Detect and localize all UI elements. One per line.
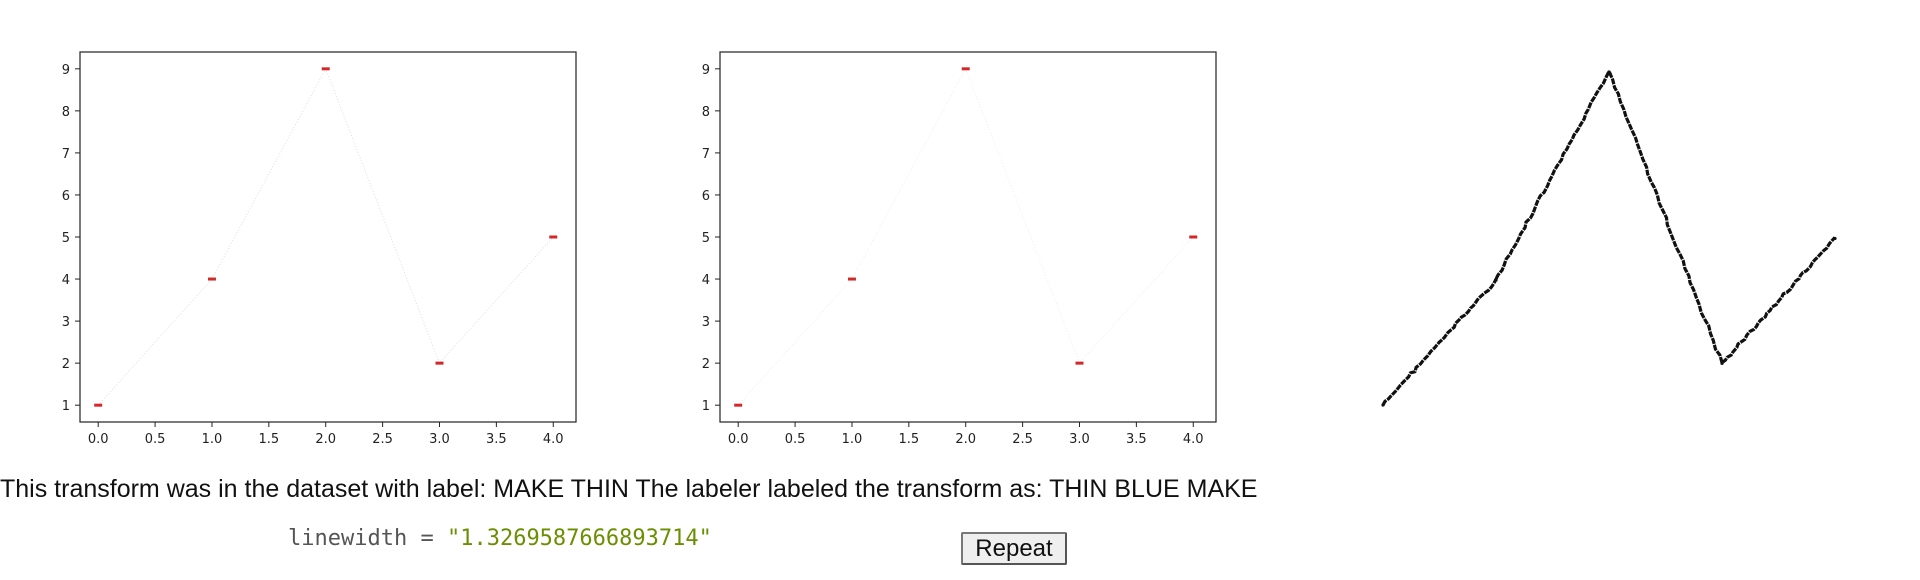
x-tick-label: 1.0 <box>842 432 863 447</box>
sketch-vertex <box>1607 70 1611 74</box>
chart-sketch <box>1381 70 1837 407</box>
x-tick-label: 3.0 <box>429 432 450 447</box>
x-tick-label: 1.5 <box>899 432 920 447</box>
x-tick-label: 2.0 <box>955 432 976 447</box>
y-tick-label: 4 <box>702 273 710 288</box>
chart-middle: 0.0 0.5 1.0 1.5 2.0 2.5 3.0 3.5 4.0 1 2 3 4 5 6 7 8 9 <box>702 51 1217 447</box>
x-tick-label: 0.0 <box>88 432 109 447</box>
x-tick-label: 4.0 <box>543 432 564 447</box>
sketch-vertex <box>1720 361 1724 365</box>
y-tick-label: 8 <box>702 105 710 120</box>
chart-left: 0.0 0.5 1.0 1.5 2.0 2.5 3.0 3.5 4.0 1 2 3 4 5 6 7 8 9 <box>62 51 577 447</box>
y-tick-label: 1 <box>702 399 710 414</box>
x-tick-label: 2.0 <box>315 432 336 447</box>
y-tick-label: 2 <box>62 357 70 372</box>
parameter-key: linewidth <box>288 526 408 551</box>
x-tick-label: 0.5 <box>145 432 166 447</box>
x-tick-label: 3.0 <box>1069 432 1090 447</box>
y-tick-label: 4 <box>62 273 70 288</box>
y-tick-label: 2 <box>702 357 710 372</box>
transform-caption: This transform was in the dataset with l… <box>0 475 1258 503</box>
x-tick-label: 2.5 <box>1012 432 1033 447</box>
x-tick-label: 1.5 <box>259 432 280 447</box>
x-tick-label: 3.5 <box>1126 432 1147 447</box>
x-tick-label: 2.5 <box>372 432 393 447</box>
x-tick-label: 0.0 <box>728 432 749 447</box>
y-tick-label: 7 <box>702 147 710 162</box>
parameter-value: "1.3269587666893714" <box>446 526 712 551</box>
y-tick-label: 9 <box>702 63 710 78</box>
sketch-line <box>1381 70 1837 406</box>
sketch-vertex <box>1381 403 1385 407</box>
y-tick-label: 5 <box>702 231 710 246</box>
sketch-vertex <box>1833 236 1837 241</box>
y-tick-label: 9 <box>62 63 70 78</box>
y-tick-label: 6 <box>62 189 70 204</box>
x-tick-label: 4.0 <box>1183 432 1204 447</box>
y-tick-label: 7 <box>62 147 70 162</box>
y-tick-label: 6 <box>702 189 710 204</box>
y-tick-label: 5 <box>62 231 70 246</box>
axes-frame <box>719 51 1217 423</box>
series-line <box>737 67 1194 406</box>
series-line <box>97 67 554 406</box>
x-tick-label: 3.5 <box>486 432 507 447</box>
x-tick-label: 1.0 <box>202 432 223 447</box>
y-tick-label: 1 <box>62 399 70 414</box>
parameter-line: linewidth = "1.3269587666893714" <box>288 526 712 551</box>
repeat-button[interactable]: Repeat <box>961 532 1067 565</box>
axes-frame <box>79 51 577 423</box>
y-tick-label: 3 <box>62 315 70 330</box>
sketch-vertex <box>1494 278 1498 282</box>
y-tick-label: 8 <box>62 105 70 120</box>
x-tick-label: 0.5 <box>785 432 806 447</box>
parameter-operator: = <box>407 526 447 551</box>
y-tick-label: 3 <box>702 315 710 330</box>
